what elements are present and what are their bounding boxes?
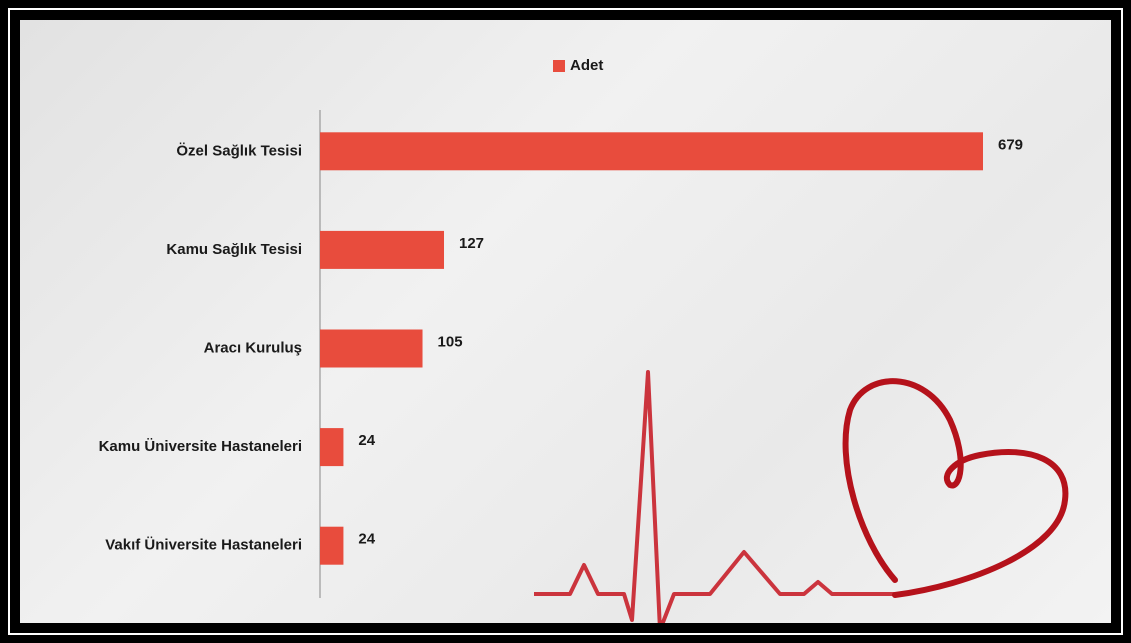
data-label: 24 <box>358 432 375 449</box>
y-tick-label: Özel Sağlık Tesisi <box>176 142 302 159</box>
data-label: 127 <box>459 235 484 252</box>
frame: Adet Özel Sağlık Tesisi 679 Kamu Sağlık Tes… <box>8 8 1123 635</box>
y-tick-label: Vakıf Üniversite Hastaneleri <box>105 537 302 554</box>
legend-swatch <box>553 60 565 72</box>
data-label: 24 <box>358 531 375 548</box>
data-label: 679 <box>998 136 1023 153</box>
y-tick-label: Kamu Sağlık Tesisi <box>166 241 302 258</box>
y-tick-label: Kamu Üniversite Hastaneleri <box>99 438 302 455</box>
decoration <box>534 370 1069 623</box>
bar <box>320 526 344 565</box>
bar <box>320 428 344 467</box>
bar <box>320 329 423 368</box>
bar <box>320 230 445 269</box>
data-label: 105 <box>438 333 463 350</box>
chart-panel: Adet Özel Sağlık Tesisi 679 Kamu Sağlık Tes… <box>20 20 1111 623</box>
bar <box>320 132 983 171</box>
legend-label: Adet <box>570 57 603 74</box>
y-tick-label: Aracı Kuruluş <box>204 339 302 356</box>
chart: Adet Özel Sağlık Tesisi 679 Kamu Sağlık Tes… <box>99 57 1069 623</box>
